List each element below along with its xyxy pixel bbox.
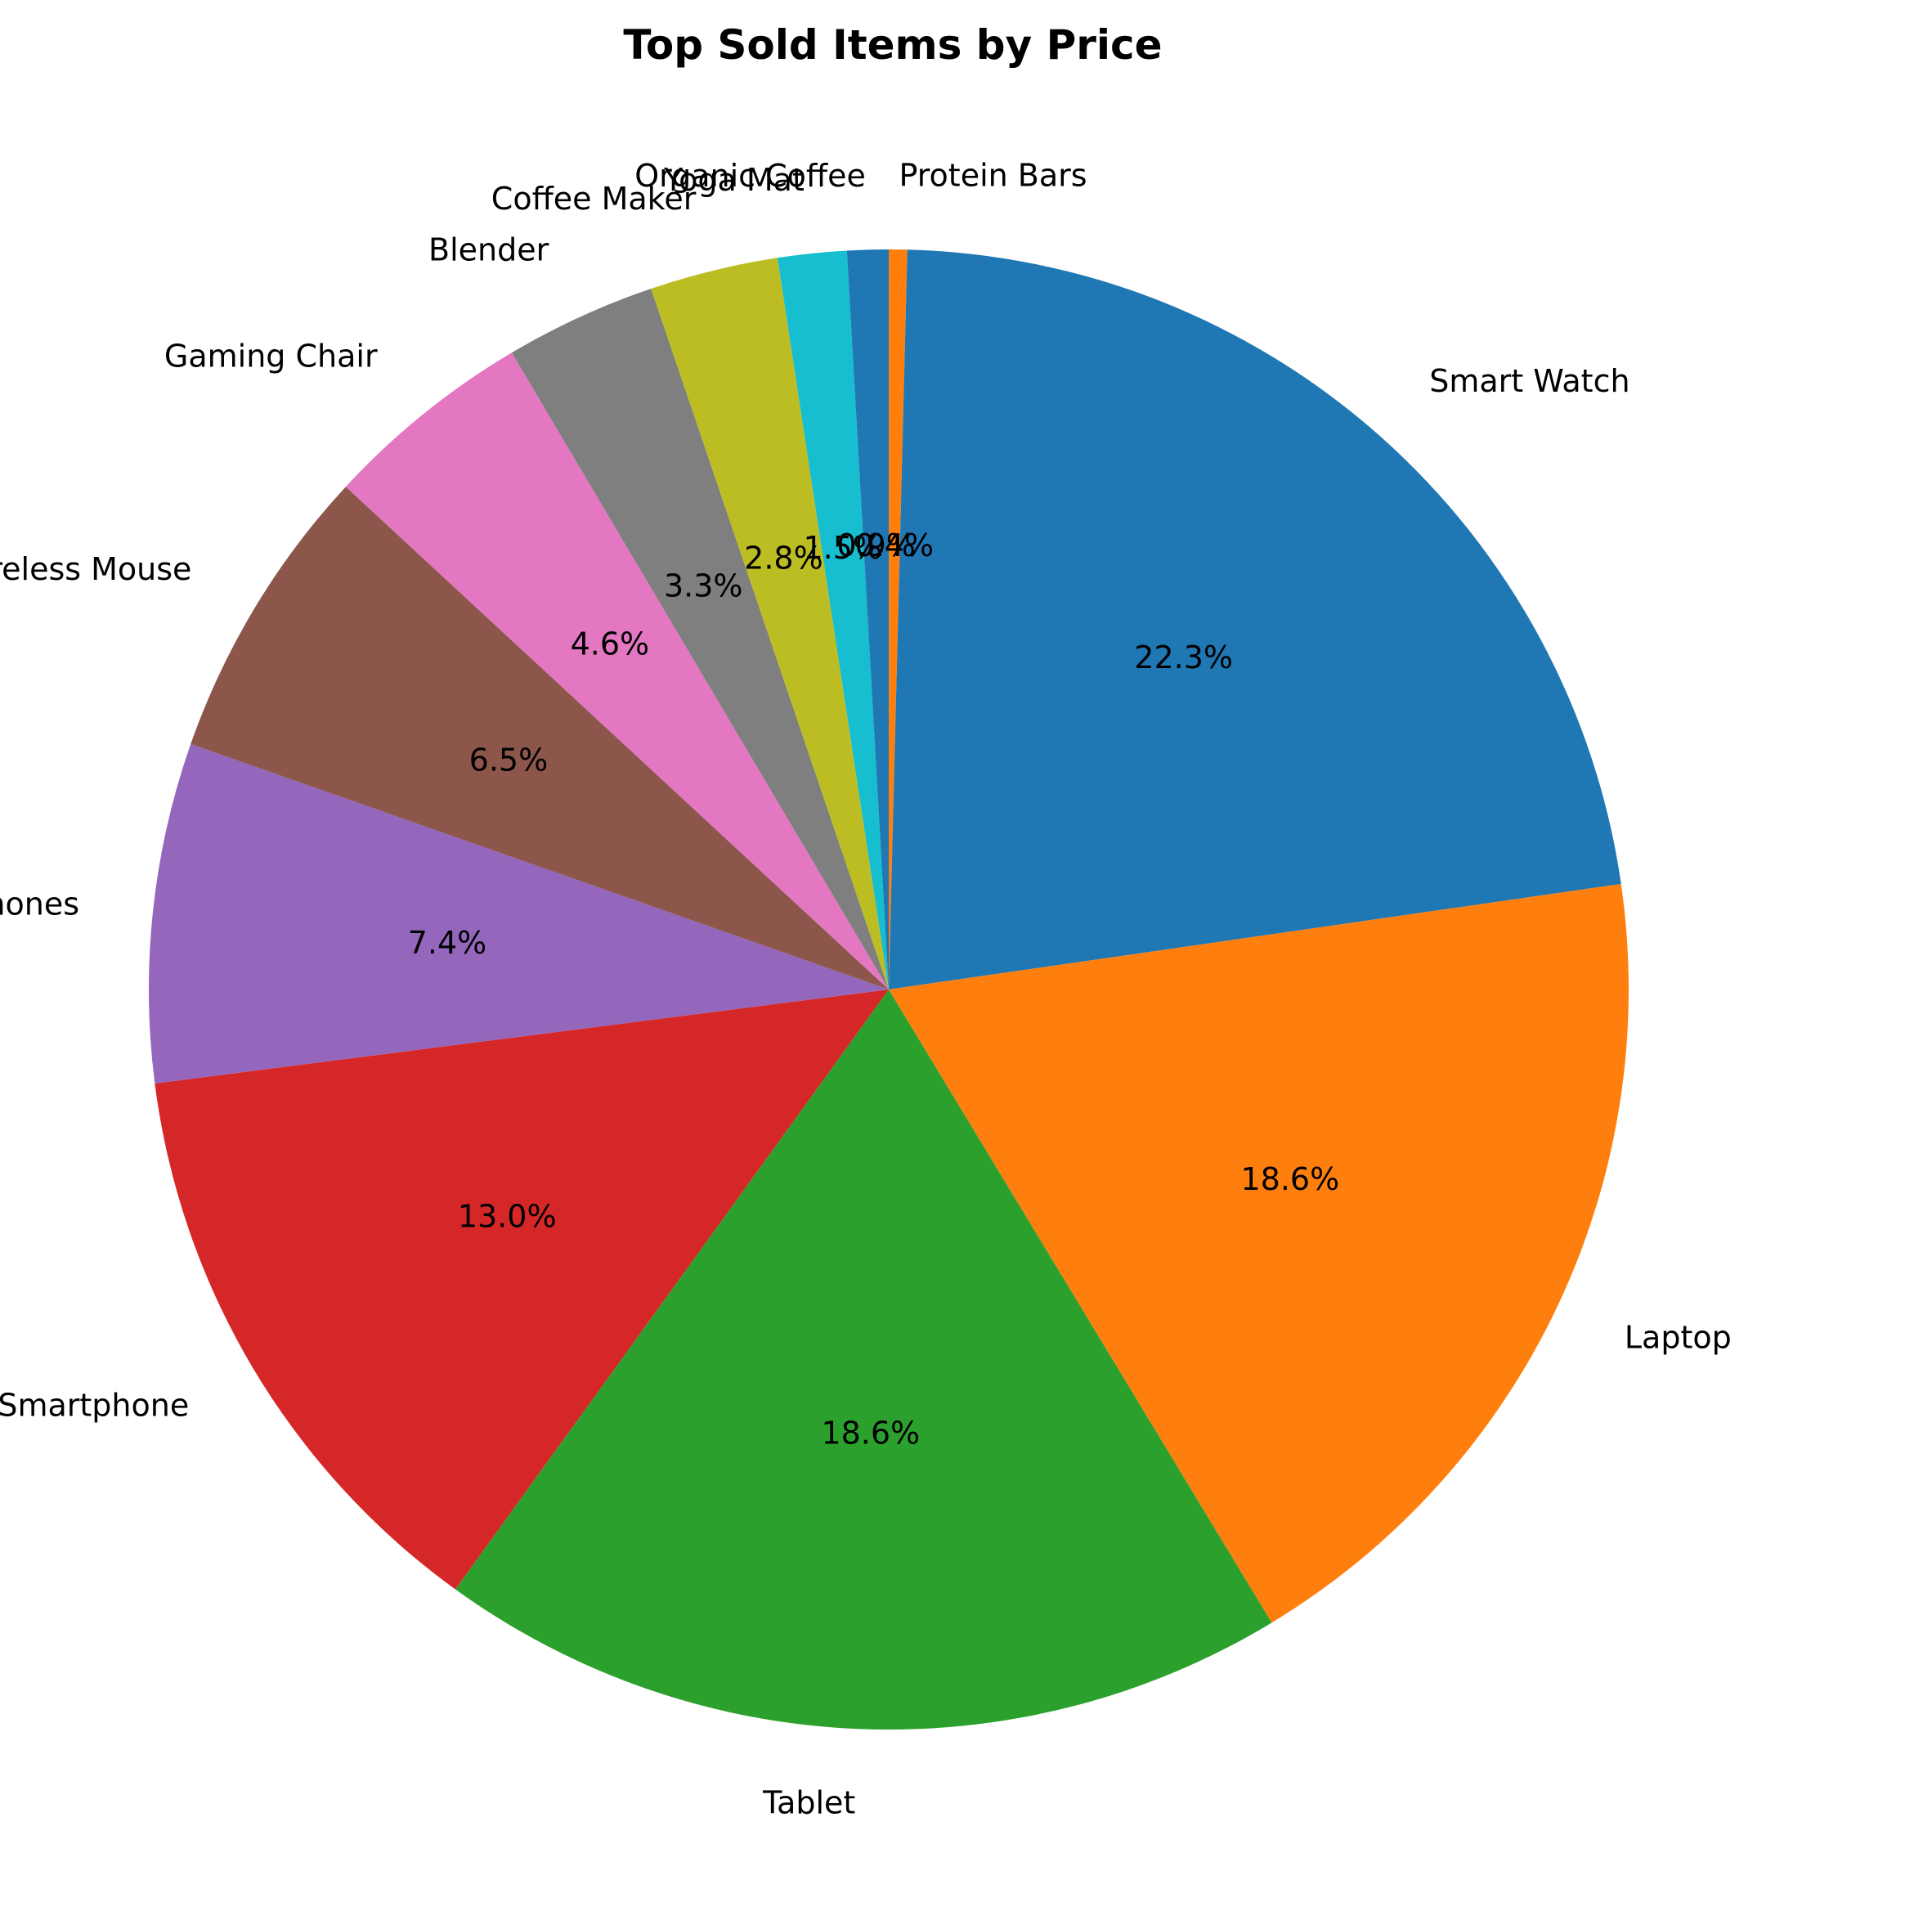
pie-slice-yoga-mat bbox=[777, 250, 889, 990]
percent-label-yoga-mat: 1.5% bbox=[803, 530, 882, 566]
pie-slice-protein-bars bbox=[889, 249, 908, 989]
category-label-blender: Blender bbox=[428, 231, 549, 267]
pie-category-labels: Protein Bars Smart Watch Laptop Tablet Smart… bbox=[0, 158, 1732, 1821]
category-label-coffee-maker: Coffee Maker bbox=[491, 181, 697, 217]
percent-label-gaming-chair: 4.6% bbox=[571, 626, 650, 662]
percent-label-laptop: 18.6% bbox=[1240, 1161, 1339, 1197]
pie-slice-tablet bbox=[455, 989, 1272, 1730]
pie-slice-organic-coffee bbox=[846, 249, 889, 989]
pie-slice-smartphone bbox=[155, 989, 890, 1590]
pie-slice-laptop bbox=[889, 883, 1629, 1623]
chart-title: Top Sold Items by Price bbox=[623, 21, 1162, 69]
category-label-gaming-chair: Gaming Chair bbox=[164, 338, 378, 374]
percent-label-wireless-mouse: 6.5% bbox=[469, 743, 549, 779]
category-label-wireless-mouse: Wireless Mouse bbox=[0, 551, 191, 587]
category-label-yoga-mat: Yoga Mat bbox=[663, 162, 805, 198]
pie-slice-blender bbox=[511, 288, 889, 989]
pie-slice-gaming-chair bbox=[345, 352, 890, 989]
category-label-headphones: Headphones bbox=[0, 886, 79, 922]
pie-slices bbox=[148, 249, 1629, 1730]
percent-label-tablet: 18.6% bbox=[821, 1416, 920, 1452]
pie-percent-labels: 0.4% 22.3% 18.6% 18.6% 13.0% 7.4% 6.5% 4.6% 3.3%… bbox=[408, 527, 1339, 1452]
percent-label-headphones: 7.4% bbox=[408, 925, 487, 961]
percent-label-smart-watch: 22.3% bbox=[1134, 639, 1233, 675]
pie-slice-smart-watch bbox=[889, 249, 1621, 989]
percent-label-protein-bars: 0.4% bbox=[855, 527, 935, 563]
category-label-smartphone: Smartphone bbox=[0, 1388, 189, 1424]
percent-label-organic-coffee: 0.9% bbox=[836, 527, 916, 563]
category-label-laptop: Laptop bbox=[1625, 1320, 1732, 1356]
pie-slice-headphones bbox=[148, 743, 889, 1084]
percent-label-blender: 3.3% bbox=[664, 568, 743, 604]
category-label-smart-watch: Smart Watch bbox=[1429, 363, 1629, 399]
category-label-organic-coffee: Organic Coffee bbox=[634, 158, 866, 194]
category-label-protein-bars: Protein Bars bbox=[899, 158, 1087, 194]
percent-label-coffee-maker: 2.8% bbox=[744, 540, 823, 576]
percent-label-smartphone: 13.0% bbox=[458, 1198, 557, 1234]
category-label-tablet: Tablet bbox=[762, 1785, 855, 1821]
pie-slice-wireless-mouse bbox=[191, 487, 890, 989]
pie-slice-coffee-maker bbox=[651, 258, 889, 989]
